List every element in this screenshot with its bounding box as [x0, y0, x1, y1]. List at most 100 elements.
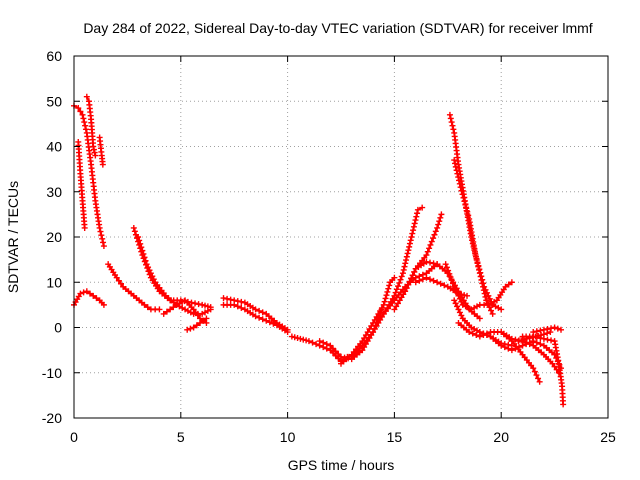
- data-point-plus: [455, 306, 462, 313]
- data-point-plus: [529, 334, 536, 341]
- data-point-plus: [137, 240, 144, 247]
- data-point-plus: [458, 187, 465, 194]
- data-point-plus: [461, 198, 468, 205]
- data-point-plus: [100, 243, 107, 250]
- data-point-plus: [452, 300, 459, 307]
- data-point-plus: [530, 329, 537, 336]
- data-point-plus: [476, 315, 483, 322]
- data-point-plus: [451, 157, 458, 164]
- data-point-plus: [443, 264, 450, 271]
- data-point-plus: [284, 329, 291, 336]
- data-point-plus: [411, 268, 418, 275]
- data-point-plus: [464, 292, 471, 299]
- data-point-plus: [405, 281, 412, 288]
- data-point-plus: [303, 337, 310, 344]
- data-point-plus: [150, 276, 157, 283]
- data-point-plus: [131, 228, 138, 235]
- data-point-plus: [483, 297, 490, 304]
- data-point-plus: [156, 306, 163, 313]
- data-point-plus: [141, 301, 148, 308]
- data-point-plus: [406, 243, 413, 250]
- data-point-plus: [456, 295, 463, 302]
- data-point-plus: [368, 322, 375, 329]
- data-point-plus: [383, 292, 390, 299]
- data-point-plus: [398, 273, 405, 280]
- data-point-plus: [378, 313, 385, 320]
- data-point-plus: [91, 149, 98, 156]
- axis-ticks: 0 5 10 15 20 25 -20 -10 0 10 20 30 40 50 60: [42, 48, 616, 445]
- data-point-plus: [252, 306, 259, 313]
- data-point-plus: [469, 330, 476, 337]
- data-point-plus: [558, 326, 565, 333]
- data-point-plus: [407, 237, 414, 244]
- data-point-plus: [373, 322, 380, 329]
- data-point-plus: [423, 258, 430, 265]
- data-point-plus: [411, 220, 418, 227]
- data-point-plus: [146, 267, 153, 274]
- data-point-plus: [450, 126, 457, 133]
- data-point-plus: [300, 336, 307, 343]
- data-point-plus: [393, 303, 400, 310]
- data-point-plus: [419, 204, 426, 211]
- data-point-plus: [193, 322, 200, 329]
- data-point-plus: [430, 235, 437, 242]
- data-point-plus: [473, 255, 480, 262]
- data-point-plus: [370, 329, 377, 336]
- y-tick-label: 30: [46, 184, 62, 200]
- data-point-plus: [408, 275, 415, 282]
- data-point-plus: [428, 238, 435, 245]
- data-point-plus: [81, 224, 88, 231]
- data-point-plus: [560, 401, 567, 408]
- data-point-plus: [224, 295, 231, 302]
- x-tick-label: 10: [280, 429, 296, 445]
- y-tick-label: 50: [46, 93, 62, 109]
- data-point-plus: [386, 282, 393, 289]
- data-point-plus: [410, 227, 417, 234]
- data-point-plus: [505, 281, 512, 288]
- data-point-plus: [437, 214, 444, 221]
- data-point-plus: [309, 339, 316, 346]
- data-point-plus: [92, 152, 99, 159]
- data-point-plus: [474, 259, 481, 266]
- data-point-plus: [442, 261, 449, 268]
- data-point-plus: [400, 266, 407, 273]
- data-point-plus: [518, 337, 525, 344]
- data-point-plus: [323, 341, 330, 348]
- data-point-plus: [144, 304, 151, 311]
- data-point-plus: [227, 296, 234, 303]
- data-point-plus: [488, 307, 495, 314]
- data-point-plus: [412, 279, 419, 286]
- data-point-plus: [135, 234, 142, 240]
- data-point-plus: [408, 234, 415, 240]
- data-point-plus: [82, 122, 89, 129]
- data-point-plus: [263, 317, 270, 324]
- data-point-plus: [291, 334, 298, 341]
- data-point-plus: [143, 261, 150, 268]
- data-point-plus: [396, 297, 403, 304]
- data-point-plus: [82, 126, 89, 133]
- data-point-plus: [163, 308, 170, 315]
- data-markers: [71, 93, 567, 408]
- data-point-plus: [203, 315, 210, 322]
- y-axis-label: SDTVAR / TECUs: [5, 181, 21, 293]
- data-traces: [73, 96, 565, 405]
- data-point-plus: [446, 111, 453, 118]
- data-point-plus: [435, 221, 442, 228]
- data-point-plus: [547, 329, 554, 336]
- data-point-plus: [489, 310, 496, 317]
- data-point-plus: [145, 264, 152, 271]
- data-point-plus: [403, 285, 410, 292]
- data-point-plus: [508, 279, 515, 286]
- data-point-plus: [190, 324, 197, 331]
- data-point-plus: [396, 279, 403, 286]
- data-point-plus: [195, 301, 202, 308]
- data-point-plus: [482, 293, 489, 300]
- data-point-plus: [498, 342, 505, 349]
- data-point-plus: [461, 292, 468, 299]
- data-point-plus: [197, 319, 204, 326]
- data-point-plus: [466, 329, 473, 336]
- data-point-plus: [478, 273, 485, 280]
- data-point-plus: [479, 276, 486, 283]
- data-point-plus: [377, 307, 384, 314]
- data-point-plus: [117, 280, 124, 287]
